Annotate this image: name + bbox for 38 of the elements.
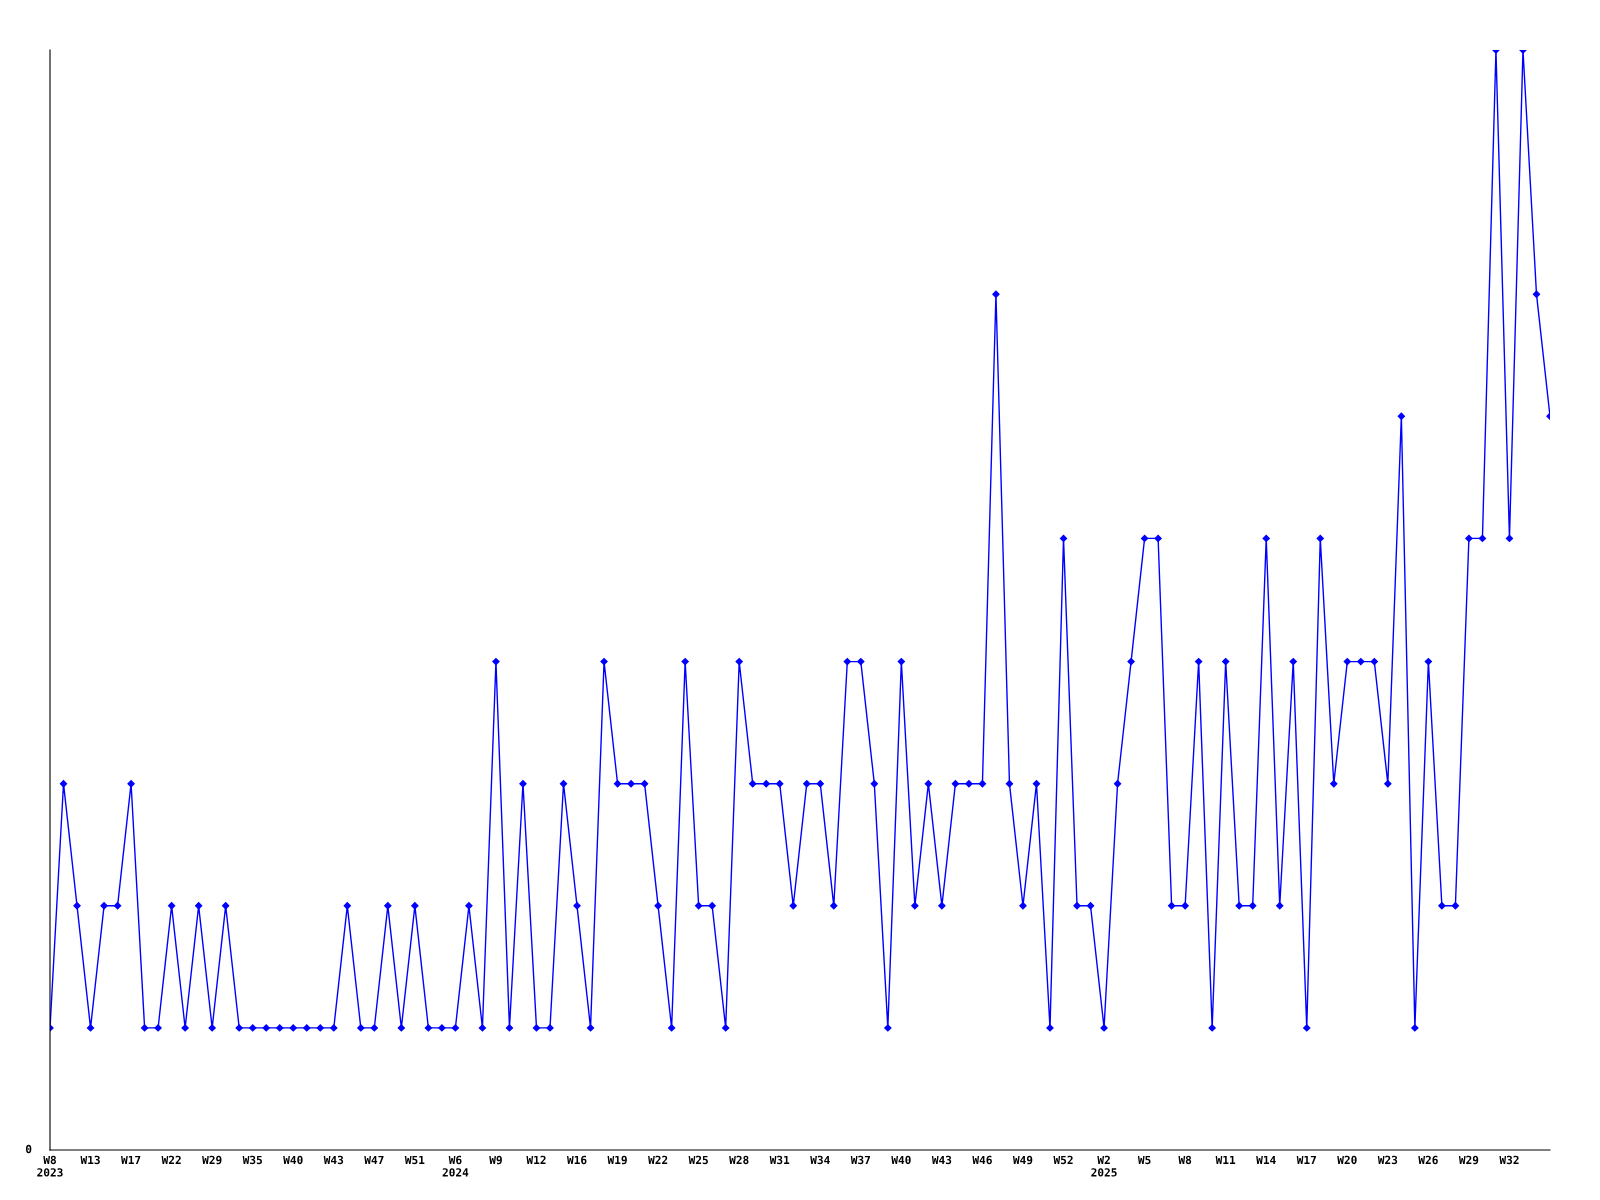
- x-tick-label: W43: [931, 1155, 952, 1165]
- x-tick-label: W17: [121, 1155, 141, 1164]
- x-tick-label: W26: [1418, 1155, 1438, 1165]
- x-tick-label: W20: [1337, 1155, 1357, 1165]
- x-tick-label: W8 2023: [37, 1155, 63, 1177]
- x-tick-label: W29: [202, 1155, 222, 1165]
- x-tick-label: W8: [1178, 1155, 1192, 1165]
- x-tick-label: W49: [1012, 1155, 1033, 1165]
- x-tick-label: W9: [489, 1155, 502, 1165]
- text: 0: [25, 1144, 32, 1154]
- x-tick-label: W34: [810, 1155, 830, 1165]
- x-tick-label: W19: [607, 1155, 627, 1165]
- x-tick-label: W23: [1377, 1155, 1398, 1165]
- x-tick-label: W13: [80, 1155, 100, 1165]
- x-tick-label: W22: [648, 1155, 668, 1164]
- x-tick-label: W6 2024: [442, 1155, 469, 1177]
- x-tick-label: W22: [161, 1155, 181, 1164]
- x-tick-label: W37: [850, 1155, 871, 1165]
- x-tick-label: W2 2025: [1091, 1155, 1117, 1177]
- x-tick-label: W12: [526, 1155, 546, 1164]
- x-tick-label: W14: [1256, 1155, 1276, 1164]
- x-tick-label: W46: [972, 1155, 992, 1165]
- x-tick-label: W51: [404, 1155, 425, 1165]
- x-tick-label: W17: [1296, 1155, 1316, 1164]
- x-tick-label: W5: [1137, 1155, 1151, 1165]
- x-tick-label: W28: [729, 1155, 749, 1165]
- x-tick-label: W25: [688, 1155, 708, 1165]
- x-tick-label: W32: [1499, 1155, 1519, 1165]
- x-tick-label: W11: [1215, 1155, 1236, 1164]
- x-tick-label: W35: [242, 1155, 262, 1165]
- x-tick-label: W47: [364, 1155, 384, 1164]
- x-tick-label: W52: [1053, 1155, 1073, 1165]
- x-tick-label: W40: [283, 1155, 303, 1165]
- x-tick-label: W29: [1458, 1155, 1479, 1165]
- x-tick-label: W40: [891, 1155, 911, 1165]
- x-tick-label: W43: [323, 1155, 344, 1165]
- x-tick-label: W31: [769, 1155, 790, 1165]
- x-tick-label: W16: [566, 1155, 587, 1165]
